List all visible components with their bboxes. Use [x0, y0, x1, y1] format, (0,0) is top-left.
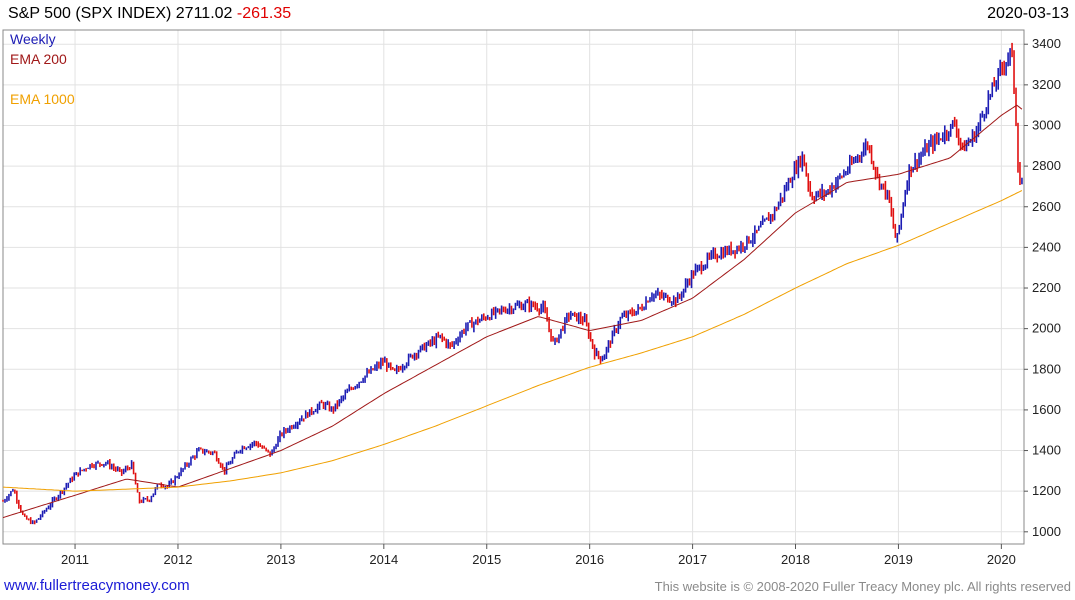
y-tick-label: 2600 [1032, 199, 1061, 214]
x-tick-label: 2011 [61, 552, 89, 567]
x-tick-label: 2015 [472, 552, 501, 567]
copyright-notice: This website is © 2008-2020 Fuller Treac… [654, 579, 1071, 594]
x-tick-label: 2012 [164, 552, 193, 567]
y-tick-label: 2400 [1032, 239, 1061, 254]
x-tick-label: 2020 [987, 552, 1016, 567]
y-tick-label: 2800 [1032, 158, 1061, 173]
y-tick-label: 2200 [1032, 280, 1061, 295]
y-tick-label: 1200 [1032, 483, 1061, 498]
ema-1000-line [2, 190, 1023, 492]
website-link[interactable]: www.fullertreacymoney.com [4, 577, 190, 594]
weekly-price-series [2, 42, 1023, 525]
gridlines [3, 30, 1024, 544]
y-tick-label: 3200 [1032, 77, 1061, 92]
legend-ema-1000: EMA 1000 [10, 91, 75, 107]
chart-header: S&P 500 (SPX INDEX) 2711.02 -261.35 [8, 5, 291, 23]
legend-weekly: Weekly [10, 31, 56, 47]
plot-area-frame [2, 29, 1025, 545]
y-tick-label: 2000 [1032, 321, 1061, 336]
series-layer [2, 42, 1023, 525]
chart-title: S&P 500 (SPX INDEX) [8, 5, 172, 22]
last-price: 2711.02 [175, 5, 233, 22]
x-tick-label: 2013 [266, 552, 295, 567]
chart-date: 2020-03-13 [987, 5, 1069, 22]
x-tick-label: 2017 [678, 552, 707, 567]
x-tick-label: 2019 [884, 552, 913, 567]
axes: 1000 1200 1400 1600 1800 2000 2200 2400 2600 2800… [61, 36, 1061, 567]
x-tick-label: 2016 [575, 552, 604, 567]
y-tick-label: 1800 [1032, 361, 1061, 376]
y-tick-label: 3400 [1032, 36, 1061, 51]
legend-ema-200: EMA 200 [10, 51, 67, 67]
y-tick-label: 3000 [1032, 117, 1061, 132]
y-tick-label: 1000 [1032, 524, 1061, 539]
x-tick-label: 2014 [369, 552, 398, 567]
x-tick-label: 2018 [781, 552, 810, 567]
ema-200-line [2, 104, 1023, 519]
y-tick-label: 1400 [1032, 443, 1061, 458]
price-change: -261.35 [236, 5, 292, 22]
y-tick-label: 1600 [1032, 402, 1061, 417]
